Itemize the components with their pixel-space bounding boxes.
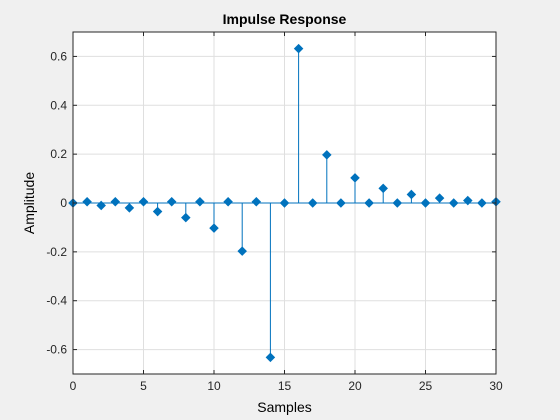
data-point-marker [279, 198, 290, 208]
y-tick-label: -0.6 [46, 343, 67, 357]
x-tick-label: 25 [419, 379, 433, 393]
data-point-marker [322, 150, 332, 160]
data-point-marker [110, 197, 121, 207]
data-point-marker [293, 43, 304, 54]
data-point-marker [406, 189, 417, 200]
y-tick-label: -0.2 [46, 245, 67, 259]
x-tick-label: 20 [348, 379, 362, 393]
data-point-marker [463, 195, 473, 206]
data-point-marker [265, 352, 276, 363]
stem-markers [68, 43, 501, 363]
data-point-marker [96, 200, 106, 211]
data-point-marker [364, 198, 374, 208]
x-tick-label: 30 [489, 379, 503, 393]
data-point-marker [378, 183, 388, 194]
data-point-marker [336, 198, 346, 208]
data-point-marker [181, 212, 191, 223]
y-tick-label: 0 [60, 196, 67, 210]
x-axis-label: Samples [257, 399, 311, 415]
y-tick-label: -0.4 [46, 294, 67, 308]
data-point-marker [195, 197, 205, 207]
data-point-marker [420, 198, 431, 208]
data-point-marker [82, 197, 92, 207]
data-point-marker [209, 223, 219, 233]
data-point-marker [237, 246, 247, 256]
y-axis-label: Amplitude [21, 172, 37, 234]
y-tick-label: 0.4 [50, 98, 67, 112]
data-point-marker [434, 193, 445, 203]
chart-title: Impulse Response [223, 11, 347, 27]
data-point-marker [448, 198, 459, 208]
data-point-marker [223, 197, 233, 207]
data-point-marker [392, 198, 403, 208]
x-axis-ticks: 0 5 10 15 20 25 30 [70, 32, 503, 393]
data-point-marker [350, 173, 360, 183]
data-point-marker [307, 198, 318, 208]
data-point-marker [124, 203, 135, 213]
y-tick-label: 0.6 [50, 49, 67, 63]
y-tick-label: 0.2 [50, 147, 67, 161]
y-axis-ticks: 0.6 0.4 0.2 0 -0.2 -0.4 -0.6 [46, 49, 496, 357]
data-point-marker [477, 198, 487, 208]
x-tick-label: 10 [207, 379, 221, 393]
x-tick-label: 15 [278, 379, 292, 393]
data-point-marker [152, 206, 163, 217]
x-tick-label: 5 [140, 379, 147, 393]
data-point-marker [166, 197, 177, 207]
data-point-marker [251, 197, 262, 207]
data-point-marker [138, 197, 149, 207]
x-tick-label: 0 [70, 379, 77, 393]
